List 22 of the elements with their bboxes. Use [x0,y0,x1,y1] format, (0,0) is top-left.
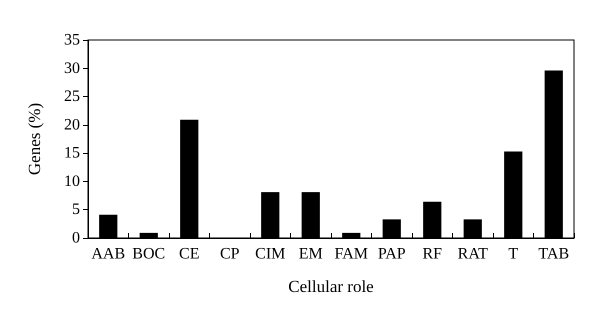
y-tick-label: 30 [64,60,80,77]
x-tick-label: FAM [334,246,368,262]
y-tick-label: 0 [72,230,80,246]
x-tick-label: BOC [132,246,166,262]
x-axis-title: Cellular role [288,277,374,296]
x-tick-label: CIM [255,246,286,262]
y-tick-label: 35 [64,32,80,48]
x-tick-label: AAB [91,246,126,262]
y-axis-title: Genes (%) [25,102,44,176]
y-tick-label: 10 [64,172,80,190]
x-tick-label: CE [179,246,200,262]
y-tick-label: 5 [72,201,80,218]
x-tick-label: EM [298,246,323,262]
x-tick-label: TAB [538,246,570,262]
x-tick-label: T [508,246,518,262]
x-tick-label: RF [422,246,442,262]
y-tick-label: 20 [64,116,80,134]
x-tick-label: RAT [458,246,488,262]
x-tick-label: PAP [378,246,406,262]
y-tick-label: 25 [64,88,80,106]
x-tick-label: CP [220,246,240,262]
y-tick-label: 15 [64,144,80,162]
